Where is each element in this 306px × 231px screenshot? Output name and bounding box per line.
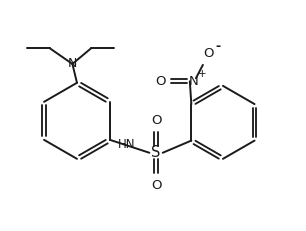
Text: -: - (215, 40, 221, 53)
Text: N: N (188, 75, 198, 88)
Text: N: N (68, 58, 77, 70)
Text: O: O (203, 47, 214, 61)
Text: +: + (198, 69, 207, 79)
Text: O: O (151, 114, 161, 127)
Text: HN: HN (118, 138, 135, 151)
Text: O: O (151, 179, 161, 192)
Text: O: O (155, 75, 166, 88)
Text: S: S (151, 145, 161, 160)
